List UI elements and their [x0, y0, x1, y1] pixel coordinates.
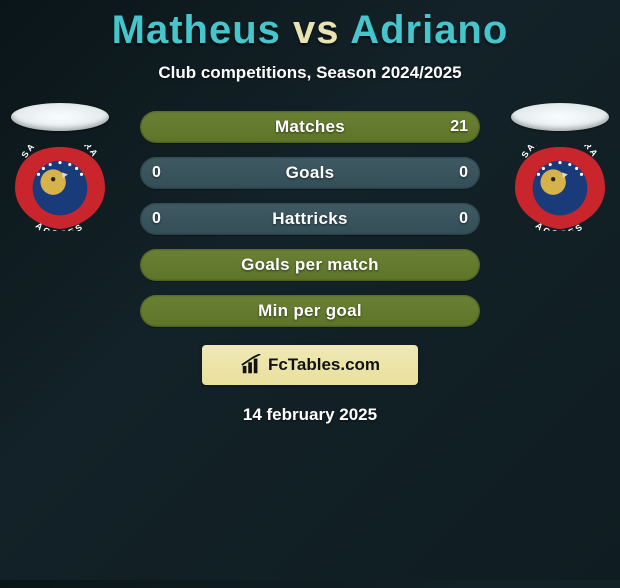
stat-label: Hattricks	[272, 209, 347, 229]
stat-right-value: 0	[459, 210, 468, 228]
stat-row-min-per-goal: Min per goal	[140, 295, 480, 327]
title-player-1: Matheus	[112, 8, 281, 52]
stat-row-goals: 0 Goals 0	[140, 157, 480, 189]
photo-placeholder-right	[511, 103, 609, 131]
stat-left-value: 0	[152, 210, 161, 228]
stat-label: Goals	[286, 163, 335, 183]
team-badge-left: SANTA CLARA ACORES	[11, 145, 109, 231]
eagle-head	[540, 169, 565, 194]
stat-label: Matches	[275, 117, 345, 137]
stat-left-value: 0	[152, 164, 161, 182]
player-right-column: SANTA CLARA ACORES	[500, 103, 620, 231]
photo-placeholder-left	[11, 103, 109, 131]
comparison-panel: SANTA CLARA ACORES	[0, 111, 620, 425]
branding-text: FcTables.com	[268, 355, 380, 375]
player-left-column: SANTA CLARA ACORES	[0, 103, 120, 231]
stat-label: Goals per match	[241, 255, 379, 275]
footer-date: 14 february 2025	[0, 405, 620, 425]
eagle-head	[40, 169, 65, 194]
page-title: Matheus vs Adriano	[0, 8, 620, 53]
chart-icon	[240, 354, 262, 376]
stat-right-value: 0	[459, 164, 468, 182]
title-vs: vs	[293, 8, 340, 52]
stat-row-goals-per-match: Goals per match	[140, 249, 480, 281]
team-badge-right: SANTA CLARA ACORES	[511, 145, 609, 231]
stat-row-hattricks: 0 Hattricks 0	[140, 203, 480, 235]
title-player-2: Adriano	[350, 8, 508, 52]
stat-rows: Matches 21 0 Goals 0 0 Hattricks 0 Goals…	[140, 111, 480, 327]
branding-band: FcTables.com	[202, 345, 418, 385]
stat-right-value: 21	[450, 118, 468, 136]
eagle-eye	[51, 177, 55, 181]
eagle-eye	[551, 177, 555, 181]
stat-label: Min per goal	[258, 301, 362, 321]
subtitle: Club competitions, Season 2024/2025	[0, 63, 620, 83]
stat-row-matches: Matches 21	[140, 111, 480, 143]
